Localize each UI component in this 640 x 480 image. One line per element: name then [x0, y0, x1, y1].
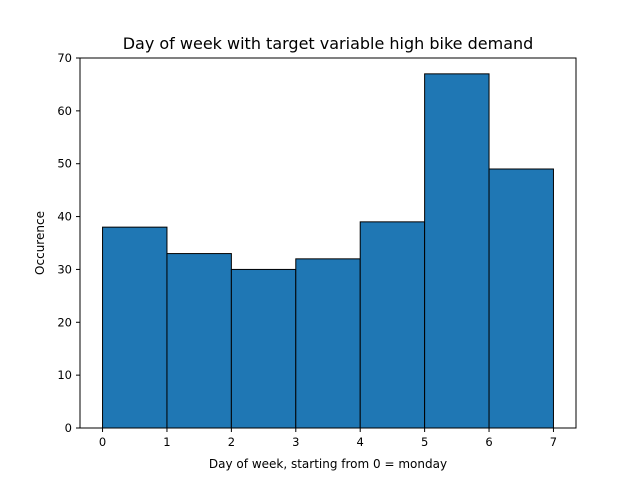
y-axis-label: Occurence: [33, 211, 47, 275]
x-axis-label: Day of week, starting from 0 = monday: [209, 457, 447, 471]
x-tick-label-4: 4: [357, 435, 364, 449]
plot-frame: [79, 57, 577, 429]
x-tick-label-6: 6: [485, 435, 492, 449]
x-tick-label-5: 5: [421, 435, 428, 449]
histogram-bar-4: [359, 221, 426, 429]
y-tick-label-7: 70: [57, 51, 72, 65]
x-tick-label-2: 2: [228, 435, 235, 449]
x-tick-label-3: 3: [292, 435, 299, 449]
histogram-bar-3: [295, 258, 361, 429]
y-tick-label-4: 40: [57, 210, 72, 224]
histogram-bar-5: [424, 73, 490, 429]
bars-group: [102, 73, 554, 429]
chart-title: Day of week with target variable high bi…: [123, 34, 534, 53]
histogram-bar-1: [166, 253, 232, 429]
y-tick-label-5: 50: [57, 157, 72, 171]
x-tick-label-7: 7: [550, 435, 557, 449]
y-axis-ticks: 0 10 20 30 40 50 60 70: [57, 51, 80, 435]
x-tick-label-1: 1: [163, 435, 170, 449]
y-tick-label-3: 30: [57, 262, 72, 276]
histogram-bar-2: [230, 268, 297, 429]
y-tick-label-0: 0: [65, 421, 72, 435]
y-tick-label-6: 60: [57, 104, 72, 118]
y-tick-label-1: 10: [57, 368, 72, 382]
x-axis-ticks: 0 1 2 3 4 5 6 7: [99, 428, 557, 449]
x-tick-label-0: 0: [99, 435, 106, 449]
histogram-bar-0: [102, 226, 168, 429]
histogram-bar-6: [488, 168, 554, 429]
y-tick-label-2: 20: [57, 315, 72, 329]
